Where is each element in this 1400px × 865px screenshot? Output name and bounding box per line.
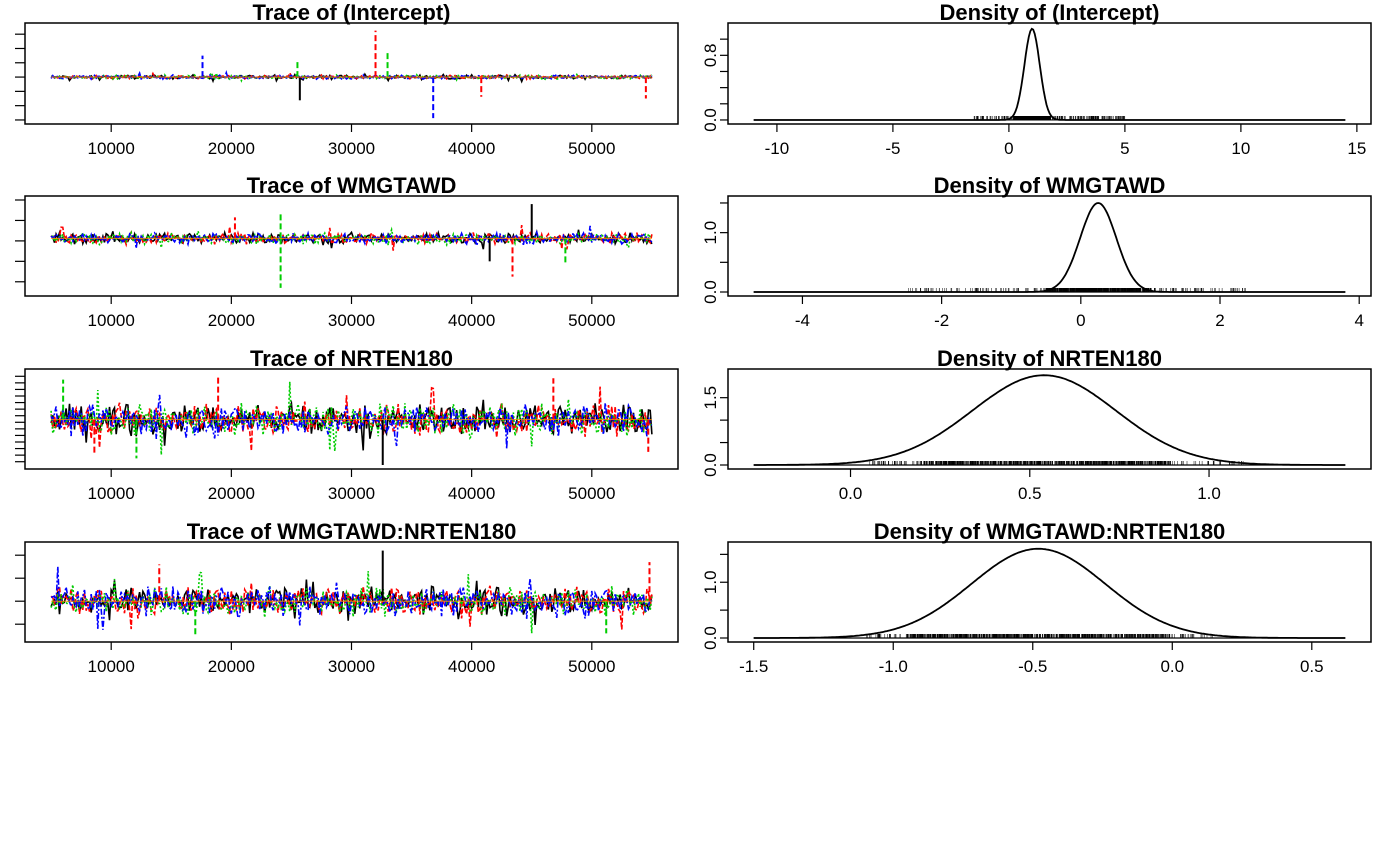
density-rug xyxy=(869,461,1244,466)
x-tick-label: 0.0 xyxy=(1160,657,1184,676)
x-tick-label: -5 xyxy=(885,139,900,158)
x-tick-label: 20000 xyxy=(208,139,255,158)
plot-frame xyxy=(727,368,1372,470)
x-tick-label: 4 xyxy=(1354,311,1363,330)
plot-frame xyxy=(727,22,1372,125)
trace-chain-2 xyxy=(50,225,653,251)
plot-area xyxy=(753,547,1346,639)
chart-panel-4: Density of WMGTAWD -4 -2 0 2 4 0.0 1.0 xyxy=(701,173,1372,330)
x-tick-label: 40000 xyxy=(448,311,495,330)
x-tick-label: 10 xyxy=(1231,139,1250,158)
chart-panel-5: Trace of NRTEN180 10000 20000 30000 40000 500… xyxy=(15,346,679,503)
plot-area xyxy=(50,30,653,119)
plot-area xyxy=(753,202,1346,293)
chart-panel-3: Trace of WMGTAWD 10000 20000 30000 40000 5000… xyxy=(15,173,679,330)
x-tick-label: 0.5 xyxy=(1018,484,1042,503)
density-curve xyxy=(753,547,1346,639)
trace-chain-3 xyxy=(50,381,652,455)
density-curve xyxy=(753,27,1346,121)
x-tick-label: -0.5 xyxy=(1018,657,1047,676)
x-tick-label: 40000 xyxy=(448,657,495,676)
x-tick-label: -1.0 xyxy=(879,657,908,676)
x-tick-label: 2 xyxy=(1215,311,1224,330)
chart-panel-6: Density of NRTEN180 0.0 0.5 1.0 0.0 1.5 xyxy=(701,346,1372,503)
trace-chain-3 xyxy=(51,70,653,83)
trace-chain-4 xyxy=(50,394,653,449)
plot-frame xyxy=(727,195,1372,297)
trace-chain-3 xyxy=(50,226,653,250)
y-tick-label: 0.0 xyxy=(701,453,720,477)
plot-area xyxy=(50,374,653,465)
x-tick-label: 30000 xyxy=(328,139,375,158)
plot-area xyxy=(753,27,1346,121)
x-tick-label: -4 xyxy=(795,311,810,330)
y-tick-label: 0.8 xyxy=(701,43,720,67)
plot-area xyxy=(753,374,1346,466)
trace-chain-4 xyxy=(50,69,653,82)
x-tick-label: 30000 xyxy=(328,657,375,676)
density-rug xyxy=(973,116,1126,121)
x-tick-label: 40000 xyxy=(448,139,495,158)
plot-frame xyxy=(24,195,679,297)
density-rug xyxy=(908,288,1246,293)
density-rug xyxy=(866,634,1213,639)
x-tick-label: 40000 xyxy=(448,484,495,503)
x-tick-label: 10000 xyxy=(88,657,135,676)
chart-title: Trace of (Intercept) xyxy=(252,0,450,25)
x-tick-label: -1.5 xyxy=(739,657,768,676)
chart-title: Trace of WMGTAWD xyxy=(247,173,457,198)
x-tick-label: 15 xyxy=(1347,139,1366,158)
x-tick-label: -10 xyxy=(765,139,790,158)
chart-panel-1: Trace of (Intercept) 10000 20000 30000 40000… xyxy=(15,0,679,158)
x-tick-label: 1.0 xyxy=(1197,484,1221,503)
plot-frame xyxy=(24,541,679,643)
chart-title: Trace of NRTEN180 xyxy=(250,346,453,371)
plot-area xyxy=(50,550,653,636)
y-tick-label: 1.0 xyxy=(701,221,720,245)
y-tick-label: 0.0 xyxy=(701,626,720,650)
x-tick-label: 50000 xyxy=(568,484,615,503)
plot-frame xyxy=(24,22,679,125)
density-curve xyxy=(753,202,1346,293)
x-tick-label: 10000 xyxy=(88,484,135,503)
chart-title: Density of (Intercept) xyxy=(939,0,1159,25)
x-tick-label: 30000 xyxy=(328,311,375,330)
x-tick-label: 10000 xyxy=(88,139,135,158)
x-tick-label: 20000 xyxy=(208,484,255,503)
x-tick-label: 50000 xyxy=(568,657,615,676)
chart-panel-8: Density of WMGTAWD:NRTEN180 -1.5 -1.0 -0.5 0… xyxy=(701,519,1372,676)
x-tick-label: 50000 xyxy=(568,139,615,158)
x-tick-label: 30000 xyxy=(328,484,375,503)
y-tick-label: 0.0 xyxy=(701,280,720,304)
x-tick-label: 0 xyxy=(1076,311,1085,330)
y-tick-label: 1.0 xyxy=(701,570,720,594)
chart-panel-2: Density of (Intercept) -10 -5 0 5 10 15 0.0 0.8 xyxy=(701,0,1372,158)
x-tick-label: 20000 xyxy=(208,657,255,676)
chart-panel-7: Trace of WMGTAWD:NRTEN180 10000 20000 30000… xyxy=(15,519,679,676)
plot-area xyxy=(50,204,653,288)
x-tick-label: 0.5 xyxy=(1300,657,1324,676)
density-curve xyxy=(753,374,1346,466)
chart-title: Density of WMGTAWD xyxy=(934,173,1166,198)
x-tick-label: 0 xyxy=(1004,139,1013,158)
trace-chain-3 xyxy=(50,571,653,634)
x-tick-label: 20000 xyxy=(208,311,255,330)
x-tick-label: -2 xyxy=(934,311,949,330)
chart-title: Density of WMGTAWD:NRTEN180 xyxy=(874,519,1226,544)
x-tick-label: 50000 xyxy=(568,311,615,330)
chart-title: Density of NRTEN180 xyxy=(937,346,1162,371)
chart-title: Trace of WMGTAWD:NRTEN180 xyxy=(187,519,517,544)
x-tick-label: 10000 xyxy=(88,311,135,330)
x-tick-label: 5 xyxy=(1120,139,1129,158)
y-tick-label: 1.5 xyxy=(701,386,720,410)
x-tick-label: 0.0 xyxy=(839,484,863,503)
plot-frame xyxy=(727,541,1372,643)
y-tick-label: 0.0 xyxy=(701,108,720,132)
